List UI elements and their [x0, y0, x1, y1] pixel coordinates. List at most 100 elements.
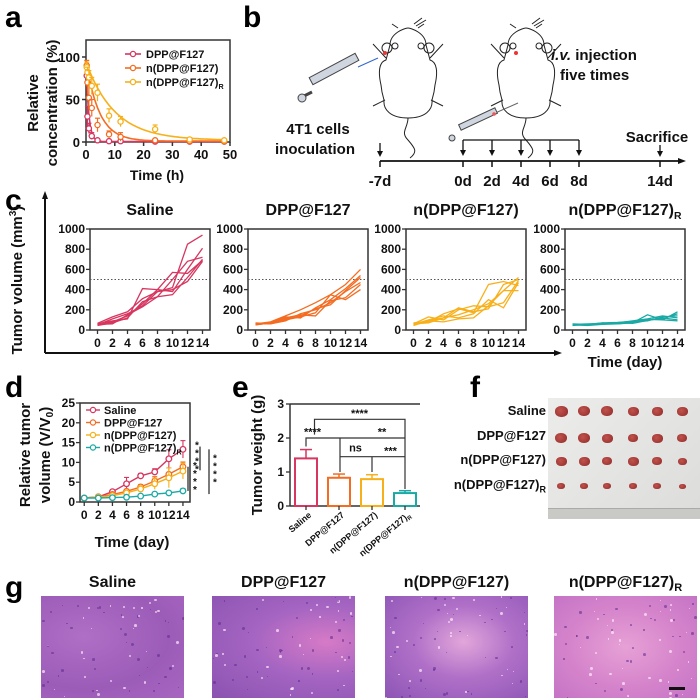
tumor-specimen: [651, 406, 663, 416]
tissue-texture: [650, 618, 652, 620]
chart-d-point: [165, 489, 173, 497]
injection-arrow-head: [518, 150, 524, 156]
tissue-texture: [178, 687, 180, 689]
tissue-texture: [109, 605, 112, 607]
tissue-texture: [595, 682, 597, 685]
chart-c-xtick-label: 0: [410, 336, 417, 350]
chart-a-point: [94, 121, 101, 129]
tissue-texture: [491, 618, 494, 621]
chart-d-point: [165, 474, 173, 482]
chart-c-mouse-line: [97, 247, 204, 326]
tissue-texture: [408, 687, 411, 690]
tissue-texture: [643, 612, 647, 616]
chart-c-ytick-label: 200: [381, 303, 401, 317]
tissue-texture: [266, 665, 269, 669]
chart-a-legend-marker: [129, 78, 137, 86]
tumor-specimen: [601, 433, 613, 443]
sacrifice-arrow-head: [657, 151, 663, 157]
chart-c-mouse-line: [413, 280, 520, 325]
chart-d-ytick-label: 10: [62, 455, 76, 469]
chart-a-point: [84, 113, 91, 120]
chart-a-legend-label: n(DPP@F127)R: [146, 77, 224, 91]
chart-d-frame: [79, 402, 191, 503]
chart-c-xtick-label: 6: [139, 336, 146, 350]
chart-d-significance-star: *: [195, 448, 199, 459]
chart-d-point: [179, 445, 187, 453]
chart-c-y-arrow: [42, 191, 48, 199]
tumor-specimen: [629, 483, 637, 489]
tissue-texture: [618, 639, 622, 643]
chart-d-significance-star: *: [213, 454, 217, 465]
chart-d-xtick-label: 6: [123, 508, 130, 522]
chart-a-xtick-label: 10: [108, 147, 122, 162]
tissue-texture: [465, 691, 467, 693]
tissue-texture: [231, 678, 234, 681]
chart-c-xtick-label: 0: [569, 336, 576, 350]
chart-a-point: [105, 112, 113, 119]
tissue-texture: [413, 643, 415, 646]
tumor-specimen: [578, 406, 590, 416]
injection-arrow-head: [547, 150, 553, 156]
chart-c-ytick-label: 800: [223, 242, 243, 256]
tissue-texture: [257, 671, 259, 673]
tissue-texture: [566, 697, 569, 698]
chart-d-xtick-label: 0: [81, 508, 88, 522]
tissue-texture: [673, 618, 675, 621]
tissue-texture: [643, 629, 645, 631]
chart-c-xtick-label: 8: [154, 336, 161, 350]
chart-a-point: [220, 137, 228, 144]
tissue-texture: [261, 599, 264, 602]
histology-title: DPP@F127: [241, 574, 326, 591]
sacrifice-label: Sacrifice: [626, 129, 689, 146]
timeline-label: 8d: [570, 173, 588, 190]
tissue-texture: [87, 607, 90, 610]
chart-a-point: [88, 132, 96, 140]
chart-a-point: [186, 136, 193, 143]
tissue-texture: [309, 637, 312, 639]
chart-d-significance-star: *: [193, 469, 197, 480]
tissue-texture: [121, 615, 124, 618]
timeline: -7d 0d 2d 4d 6d 8d 14d: [369, 139, 686, 190]
tissue-texture: [433, 667, 436, 670]
tissue-texture: [348, 596, 352, 599]
chart-c-ytick-label: 600: [540, 262, 560, 276]
tissue-texture: [687, 660, 690, 663]
scale-bar: [669, 687, 685, 690]
chart-d-ytick-label: 15: [62, 436, 76, 450]
tissue-texture: [500, 612, 503, 615]
chart-c-ytick-label: 400: [381, 283, 401, 297]
tissue-texture: [437, 608, 440, 612]
tissue-texture: [669, 604, 672, 607]
tissue-texture: [505, 606, 508, 609]
tissue-texture: [694, 616, 697, 619]
tissue-texture: [129, 654, 132, 657]
chart-e-significance-bracket: [313, 418, 406, 489]
panel-label-d: d: [5, 371, 24, 404]
tissue-texture: [603, 613, 605, 616]
chart-c-xlabel: Time (day): [588, 354, 663, 371]
tissue-texture: [84, 676, 87, 678]
chart-c-ytick-label: 1000: [216, 222, 243, 236]
tissue-texture: [164, 675, 167, 679]
tissue-texture: [143, 681, 147, 684]
tissue-texture: [298, 644, 302, 647]
tissue-texture: [61, 605, 64, 607]
tumor-specimen: [627, 406, 639, 416]
tissue-texture: [351, 615, 354, 618]
chart-d-point: [179, 467, 187, 475]
chart-e-ytick-label: 2: [277, 431, 284, 445]
chart-d-point: [80, 494, 88, 502]
chart-d-legend-label: n(DPP@F127): [104, 430, 177, 442]
tissue-texture: [148, 601, 152, 604]
inoculation-arrow-head: [377, 151, 383, 157]
tissue-texture: [302, 653, 304, 655]
tumor-specimen: [677, 457, 687, 465]
tissue-texture: [156, 654, 160, 658]
tumor-specimen: [602, 457, 612, 465]
mouse-illustration-2: [490, 17, 562, 159]
tissue-texture: [526, 634, 528, 636]
tissue-texture: [96, 693, 100, 697]
chart-c-ytick-label: 600: [381, 262, 401, 276]
tumor-specimen: [652, 457, 662, 465]
syringe-icon-2: [448, 102, 519, 142]
